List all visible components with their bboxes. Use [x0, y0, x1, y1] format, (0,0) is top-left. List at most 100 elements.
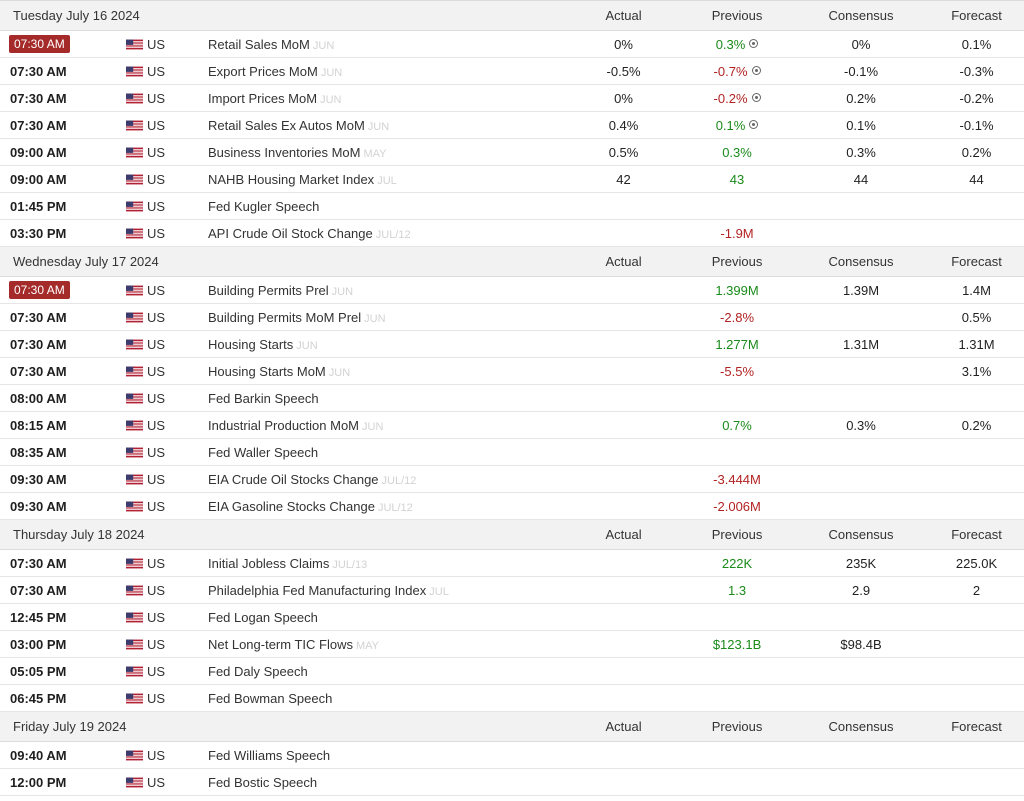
event-row[interactable]: 09:30 AM US EIA Gasoline Stocks Change JUL… [0, 492, 1024, 520]
event-reference-period: JUL [429, 585, 449, 598]
previous-value: 0.7% [722, 417, 752, 433]
event-name-cell: Net Long-term TIC Flows MAY [208, 630, 567, 658]
event-actual [566, 465, 682, 493]
event-time: 12:45 PM [0, 603, 115, 631]
revised-indicator-icon[interactable] [751, 92, 761, 102]
column-header-forecast: Forecast [929, 711, 1024, 742]
previous-value: 1.277M [715, 336, 759, 352]
event-time-text: 03:00 PM [10, 636, 67, 652]
event-row[interactable]: 01:45 PM US Fed Kugler Speech [0, 192, 1024, 220]
event-forecast: -0.3% [929, 57, 1024, 85]
event-row[interactable]: 08:00 AM US Fed Barkin Speech [0, 384, 1024, 412]
event-previous [681, 603, 794, 631]
event-name-link[interactable]: Housing Starts [208, 336, 294, 352]
event-row[interactable]: 12:00 PM US Fed Bostic Speech [0, 768, 1024, 796]
event-consensus [793, 303, 930, 331]
event-name-link[interactable]: API Crude Oil Stock Change [208, 225, 373, 241]
event-row[interactable]: 07:30 AM US Export Prices MoM JUN -0.5% -0.7… [0, 57, 1024, 85]
event-row[interactable]: 05:05 PM US Fed Daly Speech [0, 657, 1024, 685]
event-row[interactable]: 08:35 AM US Fed Waller Speech [0, 438, 1024, 466]
event-previous [681, 768, 794, 796]
day-header-row: Tuesday July 16 2024 Actual Previous Consen… [0, 0, 1024, 31]
event-row[interactable]: 09:00 AM US NAHB Housing Market Index JUL 4… [0, 165, 1024, 193]
country-code: US [147, 774, 166, 790]
country-code: US [147, 444, 166, 460]
us-flag-icon [126, 639, 143, 649]
event-row[interactable]: 07:30 AM US Retail Sales Ex Autos MoM JUN 0… [0, 111, 1024, 139]
event-row[interactable]: 03:30 PM US API Crude Oil Stock Change JUL… [0, 219, 1024, 247]
event-row[interactable]: 07:30 AM US Housing Starts JUN 1.277M 1.31M 1… [0, 330, 1024, 358]
event-name-link[interactable]: Philadelphia Fed Manufacturing Index [208, 582, 427, 598]
event-time-text: 09:40 AM [10, 747, 67, 763]
event-name-link[interactable]: Import Prices MoM [208, 90, 318, 106]
event-name-link[interactable]: EIA Crude Oil Stocks Change [208, 471, 379, 487]
event-row[interactable]: 03:00 PM US Net Long-term TIC Flows MAY $12… [0, 630, 1024, 658]
event-name-link[interactable]: Fed Barkin Speech [208, 390, 319, 406]
event-name-link[interactable]: Building Permits Prel [208, 282, 329, 298]
event-name-cell: Import Prices MoM JUN [208, 84, 567, 112]
us-flag-icon [126, 693, 143, 703]
country-code: US [147, 417, 166, 433]
event-name-link[interactable]: Fed Kugler Speech [208, 198, 320, 214]
event-row[interactable]: 07:30 AM US Import Prices MoM JUN 0% -0.2% 0.… [0, 84, 1024, 112]
event-time-text: 07:30 AM [10, 309, 67, 325]
event-name-link[interactable]: Fed Bowman Speech [208, 690, 333, 706]
event-name-link[interactable]: Business Inventories MoM [208, 144, 361, 160]
event-row[interactable]: 09:00 AM US Business Inventories MoM MAY 0.… [0, 138, 1024, 166]
day-title: Thursday July 18 2024 [0, 519, 567, 550]
event-name-link[interactable]: Fed Daly Speech [208, 663, 308, 679]
event-name-link[interactable]: NAHB Housing Market Index [208, 171, 375, 187]
event-row[interactable]: 09:40 AM US Fed Williams Speech [0, 741, 1024, 769]
event-row[interactable]: 07:30 AM US Philadelphia Fed Manufacturin… [0, 576, 1024, 604]
event-name-link[interactable]: Export Prices MoM [208, 63, 318, 79]
event-row[interactable]: 06:45 PM US Fed Bowman Speech [0, 684, 1024, 712]
event-name-link[interactable]: Fed Logan Speech [208, 609, 318, 625]
event-row[interactable]: 07:30 AM US Initial Jobless Claims JUL/13 2… [0, 549, 1024, 577]
event-row[interactable]: 07:30 AM US Building Permits Prel JUN 1.399… [0, 276, 1024, 304]
event-name-link[interactable]: Building Permits MoM Prel [208, 309, 362, 325]
event-actual [566, 684, 682, 712]
event-consensus [793, 357, 930, 385]
event-name-link[interactable]: Initial Jobless Claims [208, 555, 330, 571]
us-flag-icon [126, 366, 143, 376]
event-previous: 0.3% [681, 30, 794, 58]
country-code: US [147, 90, 166, 106]
us-flag-icon [126, 777, 143, 787]
event-row[interactable]: 09:30 AM US EIA Crude Oil Stocks Change JU… [0, 465, 1024, 493]
event-consensus: -0.1% [793, 57, 930, 85]
revised-indicator-icon[interactable] [751, 65, 761, 75]
event-name-link[interactable]: Fed Williams Speech [208, 747, 331, 763]
event-name-link[interactable]: Net Long-term TIC Flows [208, 636, 353, 652]
event-name-link[interactable]: EIA Gasoline Stocks Change [208, 498, 375, 514]
revised-indicator-icon[interactable] [749, 38, 759, 48]
event-name-link[interactable]: Retail Sales MoM [208, 36, 310, 52]
country-code: US [147, 609, 166, 625]
event-reference-period: JUL/13 [332, 558, 368, 571]
event-row[interactable]: 12:45 PM US Fed Logan Speech [0, 603, 1024, 631]
event-row[interactable]: 08:15 AM US Industrial Production MoM JUN 0… [0, 411, 1024, 439]
event-name-link[interactable]: Fed Bostic Speech [208, 774, 318, 790]
event-country: US [115, 165, 208, 193]
event-name-link[interactable]: Retail Sales Ex Autos MoM [208, 117, 365, 133]
us-flag-icon [126, 501, 143, 511]
event-row[interactable]: 07:30 AM US Building Permits MoM Prel JUN -… [0, 303, 1024, 331]
event-country: US [115, 111, 208, 139]
event-name-link[interactable]: Fed Waller Speech [208, 444, 319, 460]
event-forecast [929, 465, 1024, 493]
previous-value: 1.399M [715, 282, 759, 298]
event-actual [566, 384, 682, 412]
event-reference-period: JUL/12 [377, 501, 413, 514]
event-name-link[interactable]: Industrial Production MoM [208, 417, 360, 433]
previous-value: 0.3% [715, 36, 746, 52]
event-name-link[interactable]: Housing Starts MoM [208, 363, 326, 379]
revised-indicator-icon[interactable] [749, 119, 759, 129]
previous-value: 0.3% [722, 144, 752, 160]
event-name-cell: Fed Bostic Speech [208, 768, 567, 796]
event-country: US [115, 411, 208, 439]
country-code: US [147, 144, 166, 160]
event-row[interactable]: 07:30 AM US Retail Sales MoM JUN 0% 0.3% 0% 0.… [0, 30, 1024, 58]
event-forecast: 2 [929, 576, 1024, 604]
event-actual [566, 492, 682, 520]
event-country: US [115, 192, 208, 220]
event-row[interactable]: 07:30 AM US Housing Starts MoM JUN -5.5% 3.1… [0, 357, 1024, 385]
